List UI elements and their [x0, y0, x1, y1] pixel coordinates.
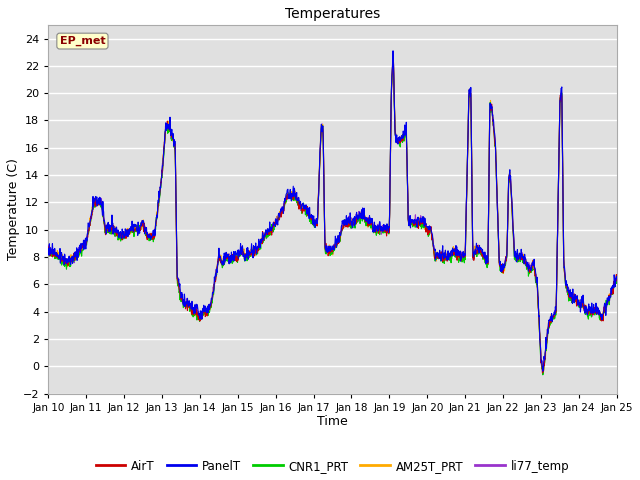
Text: EP_met: EP_met	[60, 36, 105, 46]
Legend: AirT, PanelT, CNR1_PRT, AM25T_PRT, li77_temp: AirT, PanelT, CNR1_PRT, AM25T_PRT, li77_…	[91, 455, 574, 477]
Y-axis label: Temperature (C): Temperature (C)	[7, 158, 20, 260]
Title: Temperatures: Temperatures	[285, 7, 380, 21]
X-axis label: Time: Time	[317, 415, 348, 429]
